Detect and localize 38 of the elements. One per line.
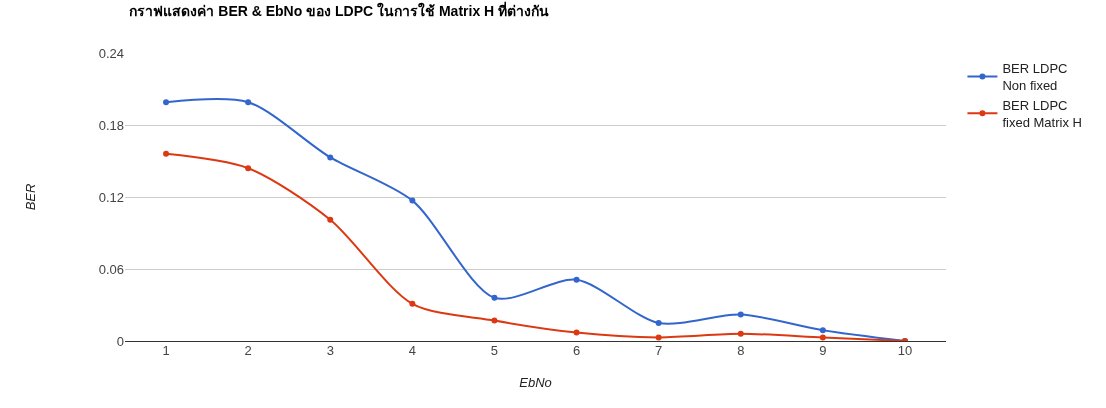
x-tick-label: 6 — [572, 343, 581, 358]
point — [655, 320, 662, 326]
x-tick-label: 9 — [819, 343, 827, 358]
legend-label: BER LDPC Non fixed — [1002, 61, 1068, 93]
point — [737, 311, 744, 318]
point — [163, 150, 170, 157]
point — [327, 154, 334, 161]
x-tick-label: 3 — [326, 343, 334, 358]
point — [409, 300, 416, 307]
point — [573, 276, 580, 283]
point — [245, 99, 252, 106]
point — [163, 99, 170, 106]
point — [573, 329, 580, 336]
x-tick-label: 7 — [655, 343, 663, 358]
y-tick-label: 0.24 — [98, 45, 124, 61]
x-tick-label: 8 — [737, 343, 745, 358]
legend-label: BER LDPC fixed Matrix H — [1002, 97, 1082, 130]
y-tick-label: 0.12 — [98, 189, 124, 205]
chart-title: กราฟแสดงค่า BER & EbNo ของ LDPC ในการใช้ Matrix H ที่ต่างกัน — [129, 0, 550, 19]
y-tick-label: 0.18 — [98, 117, 124, 133]
x-tick-label: 10 — [897, 343, 913, 358]
point — [327, 216, 334, 223]
point — [409, 197, 416, 204]
y-tick-label: 0.06 — [98, 261, 124, 277]
x-tick-label: 2 — [244, 343, 252, 358]
point — [245, 165, 252, 172]
point — [737, 330, 744, 337]
x-tick-label: 5 — [490, 343, 499, 358]
y-tick-label: 0 — [116, 333, 124, 349]
x-tick-label: 1 — [162, 343, 170, 358]
point — [819, 334, 826, 341]
y-axis-title: BER — [22, 183, 38, 211]
x-tick-label: 4 — [408, 343, 416, 358]
point — [655, 334, 662, 341]
point — [491, 317, 498, 324]
x-axis-title: EbNo — [519, 374, 552, 390]
point — [819, 327, 826, 334]
point — [491, 294, 498, 301]
